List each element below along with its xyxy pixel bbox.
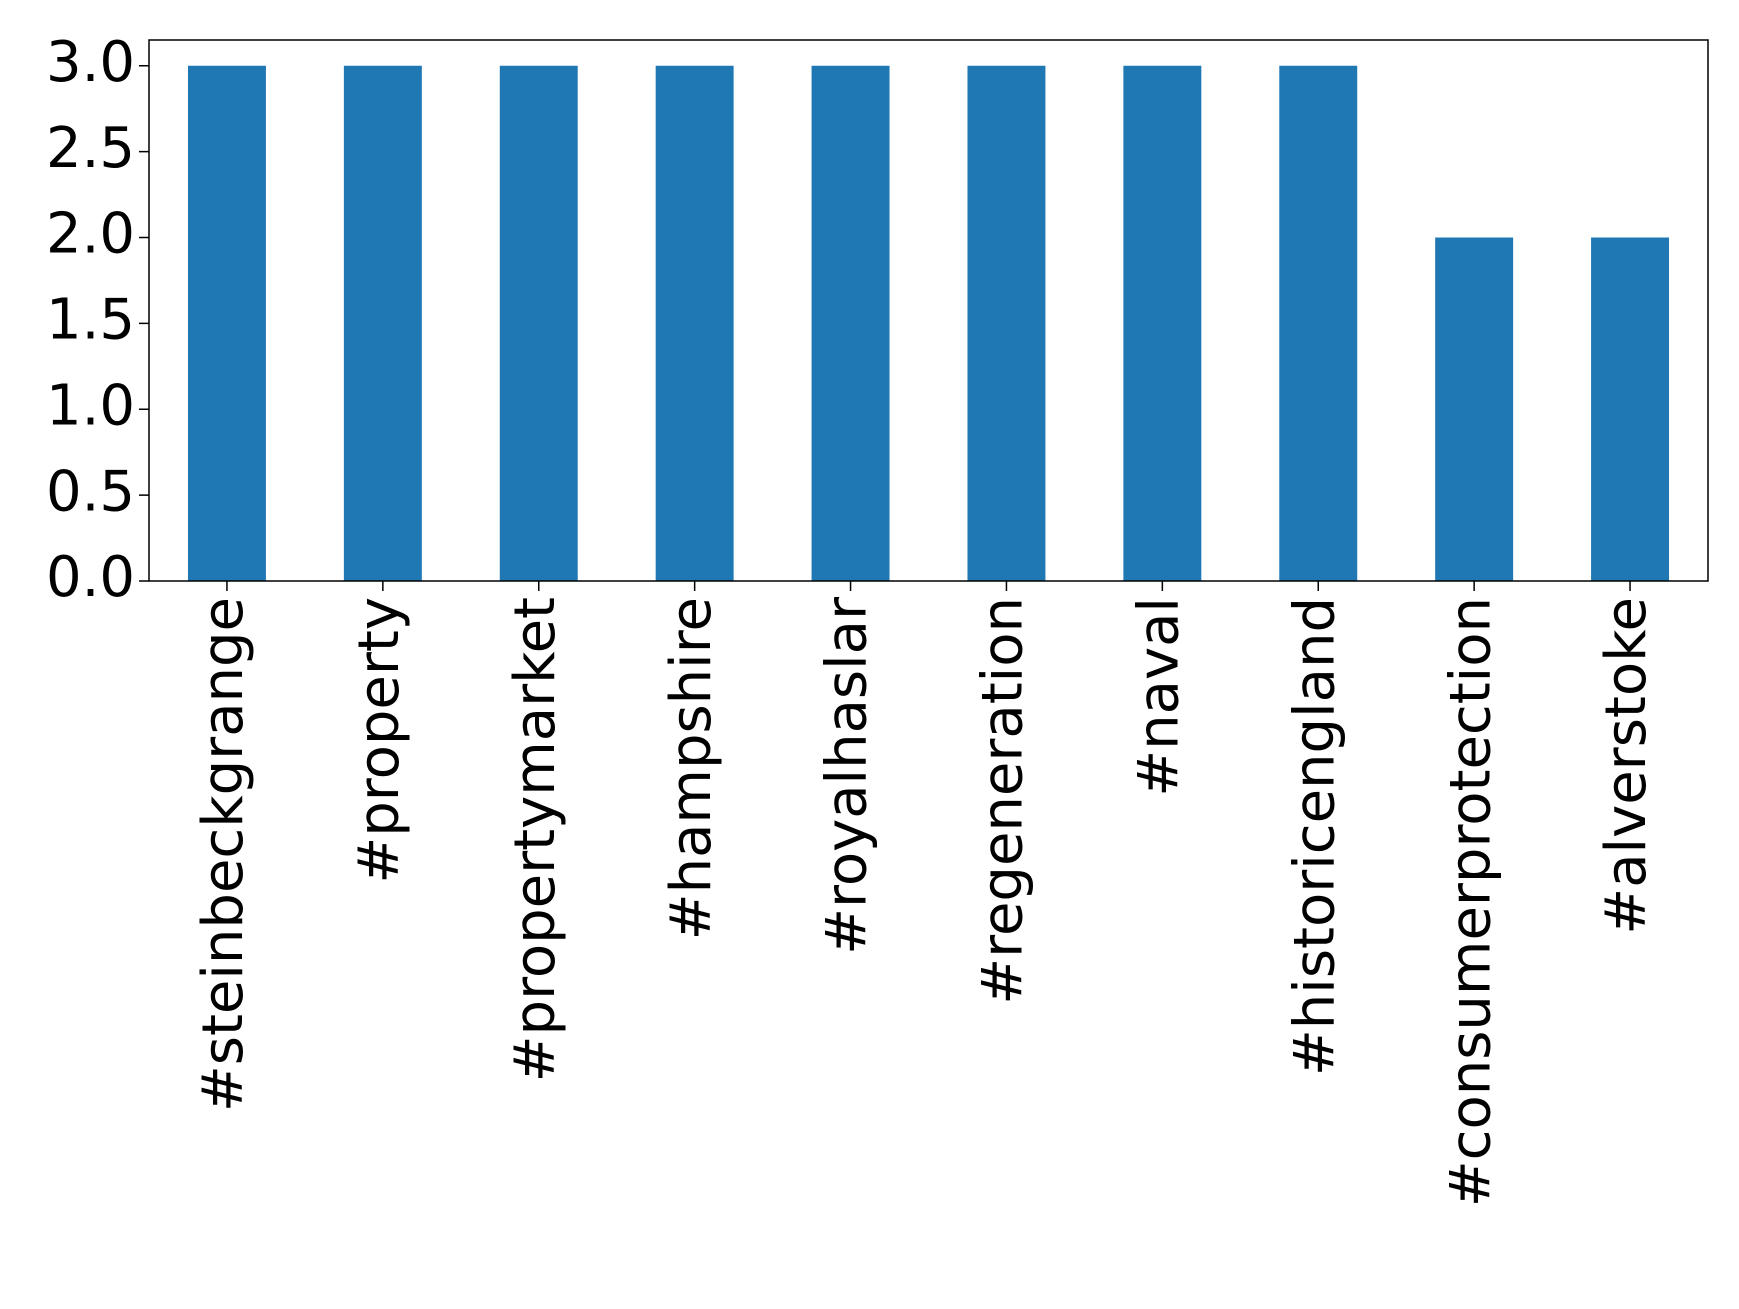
y-tick-label: 1.5 xyxy=(46,288,135,353)
y-tick-label: 2.5 xyxy=(46,116,135,181)
y-tick-label: 1.0 xyxy=(46,373,135,438)
bar xyxy=(1435,237,1514,581)
bar xyxy=(1591,237,1670,581)
x-tick-label: #historicengland xyxy=(1282,597,1347,1076)
x-tick-label: #hampshire xyxy=(659,597,724,940)
bar xyxy=(967,65,1046,581)
bar xyxy=(811,65,890,581)
bar xyxy=(655,65,734,581)
plot-frame xyxy=(148,39,1709,582)
x-tick-label: #regeneration xyxy=(971,597,1036,1005)
y-tick-label: 3.0 xyxy=(46,30,135,95)
y-tick-label: 0.0 xyxy=(46,545,135,610)
y-tick-label: 2.0 xyxy=(46,202,135,267)
bar xyxy=(1279,65,1358,581)
bar xyxy=(499,65,578,581)
x-tick-label: #propertymarket xyxy=(503,597,568,1082)
bar xyxy=(1123,65,1202,581)
x-tick-label: #steinbeckgrange xyxy=(191,597,256,1112)
bar xyxy=(187,65,266,581)
x-tick-label: #royalhaslar xyxy=(815,596,880,955)
x-tick-label: #consumerprotection xyxy=(1438,597,1503,1207)
y-tick-label: 0.5 xyxy=(46,459,135,524)
bar xyxy=(343,65,422,581)
x-tick-label: #alverstoke xyxy=(1594,597,1659,935)
x-tick-label: #property xyxy=(347,597,412,884)
x-tick-label: #naval xyxy=(1126,597,1191,797)
